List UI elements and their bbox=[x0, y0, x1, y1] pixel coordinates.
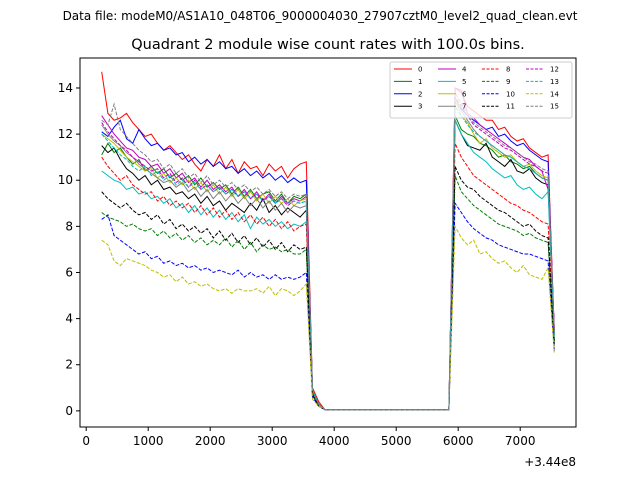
legend-label-14: 14 bbox=[550, 90, 559, 98]
plot-series-group bbox=[101, 71, 555, 411]
series-line-5 bbox=[101, 120, 555, 411]
y-axis: 0 2 4 6 8 10 12 14 bbox=[58, 81, 80, 418]
legend-label-5: 5 bbox=[462, 78, 466, 86]
plot-frame bbox=[79, 57, 577, 428]
chart-title: Quadrant 2 module wise count rates with … bbox=[131, 37, 525, 53]
legend-label-6: 6 bbox=[462, 90, 467, 98]
legend-label-13: 13 bbox=[550, 78, 559, 86]
series-line-3 bbox=[101, 120, 555, 411]
y-tick-label: 14 bbox=[58, 81, 73, 95]
legend-label-2: 2 bbox=[418, 90, 422, 98]
y-tick-label: 8 bbox=[65, 219, 73, 233]
legend-label-8: 8 bbox=[506, 66, 510, 74]
legend-label-0: 0 bbox=[418, 66, 422, 74]
series-line-15 bbox=[101, 90, 555, 411]
x-tick-label: 5000 bbox=[381, 434, 412, 448]
y-tick-label: 6 bbox=[65, 265, 73, 279]
x-tick-label: 3000 bbox=[257, 434, 288, 448]
y-tick-label: 12 bbox=[58, 127, 73, 141]
series-line-10 bbox=[101, 201, 555, 411]
legend-label-9: 9 bbox=[506, 78, 510, 86]
legend-label-12: 12 bbox=[550, 66, 559, 74]
series-line-11 bbox=[101, 166, 555, 411]
legend-label-10: 10 bbox=[506, 90, 515, 98]
x-tick-label: 7000 bbox=[505, 434, 536, 448]
legend-label-3: 3 bbox=[418, 103, 422, 111]
legend-label-1: 1 bbox=[418, 78, 422, 86]
y-tick-label: 10 bbox=[58, 173, 73, 187]
series-line-1 bbox=[101, 115, 555, 411]
x-tick-label: 1000 bbox=[133, 434, 164, 448]
series-line-2 bbox=[101, 100, 555, 411]
legend-label-11: 11 bbox=[506, 103, 515, 111]
y-tick-label: 0 bbox=[65, 404, 73, 418]
series-line-0 bbox=[101, 71, 555, 411]
series-line-14 bbox=[101, 224, 555, 411]
legend-box bbox=[389, 61, 573, 119]
x-tick-label: 0 bbox=[82, 434, 90, 448]
legend-label-7: 7 bbox=[462, 103, 466, 111]
y-tick-label: 4 bbox=[65, 312, 73, 326]
x-tick-label: 4000 bbox=[319, 434, 350, 448]
series-line-13 bbox=[101, 104, 555, 411]
legend-label-4: 4 bbox=[462, 66, 467, 74]
series-line-9 bbox=[101, 175, 555, 411]
y-tick-label: 2 bbox=[65, 358, 73, 372]
chart-suptitle: Data file: modeM0/AS1A10_048T06_90000040… bbox=[63, 9, 578, 23]
x-tick-label: 2000 bbox=[195, 434, 226, 448]
series-line-4 bbox=[101, 87, 555, 411]
x-tick-label: 6000 bbox=[443, 434, 474, 448]
series-line-8 bbox=[101, 143, 555, 411]
legend-label-15: 15 bbox=[550, 103, 559, 111]
x-offset-label: +3.44e8 bbox=[524, 455, 576, 469]
x-axis: 0 1000 2000 3000 4000 5000 6000 7000 bbox=[82, 427, 535, 448]
